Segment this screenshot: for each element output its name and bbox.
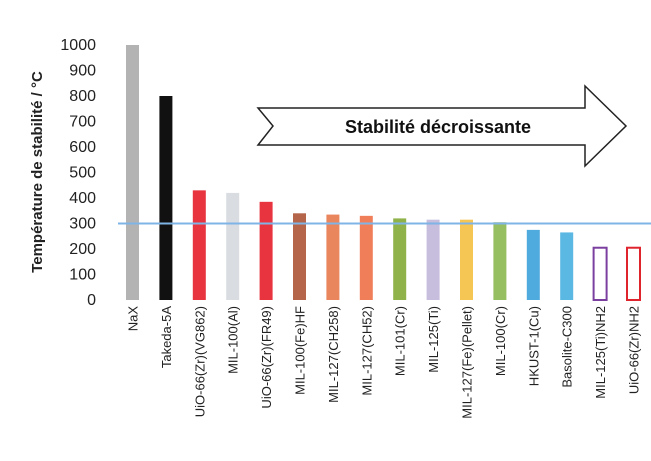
category-label: HKUST-1(Cu) (526, 306, 541, 386)
category-label: UiO-66(Zr)(FR49) (259, 306, 274, 409)
category-label: MIL-100(Al) (226, 306, 241, 374)
bar (626, 246, 641, 302)
y-tick-label: 500 (69, 165, 96, 182)
category-label: MIL-125(Ti) (426, 306, 441, 373)
category-labels: NaX Takeda-5A UiO-66(Zr)(VG862) MIL-100(Al)… (126, 306, 642, 419)
bar (326, 214, 340, 300)
bar (359, 215, 373, 300)
category-label: MIL-100(Fe)HF (293, 306, 308, 395)
y-tick-label: 600 (69, 139, 96, 156)
y-tick-label: 900 (69, 63, 96, 80)
y-tick-label: 800 (69, 88, 96, 105)
category-label: MIL-100(Cr) (493, 306, 508, 376)
decreasing-stability-arrow: Stabilité décroissante (256, 84, 628, 168)
category-label: MIL-127(CH258) (326, 306, 341, 403)
bar (259, 201, 273, 300)
y-tick-label: 400 (69, 190, 96, 207)
y-tick-label: 0 (87, 292, 96, 309)
bar (526, 229, 540, 300)
bar (493, 222, 507, 300)
bar (426, 219, 440, 300)
y-tick-labels: 0 100 200 300 400 500 600 700 800 900 1000 (60, 37, 96, 309)
y-axis-label: Température de stabilité / °C (29, 71, 46, 273)
bar (159, 96, 173, 300)
arrow-shape (256, 84, 628, 168)
y-tick-label: 700 (69, 114, 96, 131)
category-label: MIL-127(CH52) (359, 306, 374, 396)
bar (592, 246, 608, 302)
category-label: MIL-125(Ti)NH2 (593, 306, 608, 399)
bar (226, 192, 240, 300)
category-label: UiO-66(Zr)(VG862) (192, 306, 207, 417)
y-tick-label: 1000 (60, 37, 96, 54)
bar (293, 213, 306, 300)
y-tick-label: 300 (69, 216, 96, 233)
category-label: UiO-66(Zr)NH2 (627, 306, 642, 394)
bars (126, 45, 641, 302)
bar (192, 190, 206, 300)
bar (560, 232, 574, 300)
arrow-text: Stabilité décroissante (345, 117, 531, 137)
bar (126, 45, 139, 300)
y-tick-label: 100 (69, 267, 96, 284)
y-tick-label: 200 (69, 241, 96, 258)
category-label: Takeda-5A (159, 306, 174, 368)
category-label: MIL-127(Fe)(Pellet) (460, 306, 475, 419)
category-label: NaX (126, 306, 141, 332)
bar (393, 218, 407, 300)
category-label: MIL-101(Cr) (393, 306, 408, 376)
category-label: Basolite-C300 (560, 306, 575, 388)
bar (460, 219, 473, 300)
